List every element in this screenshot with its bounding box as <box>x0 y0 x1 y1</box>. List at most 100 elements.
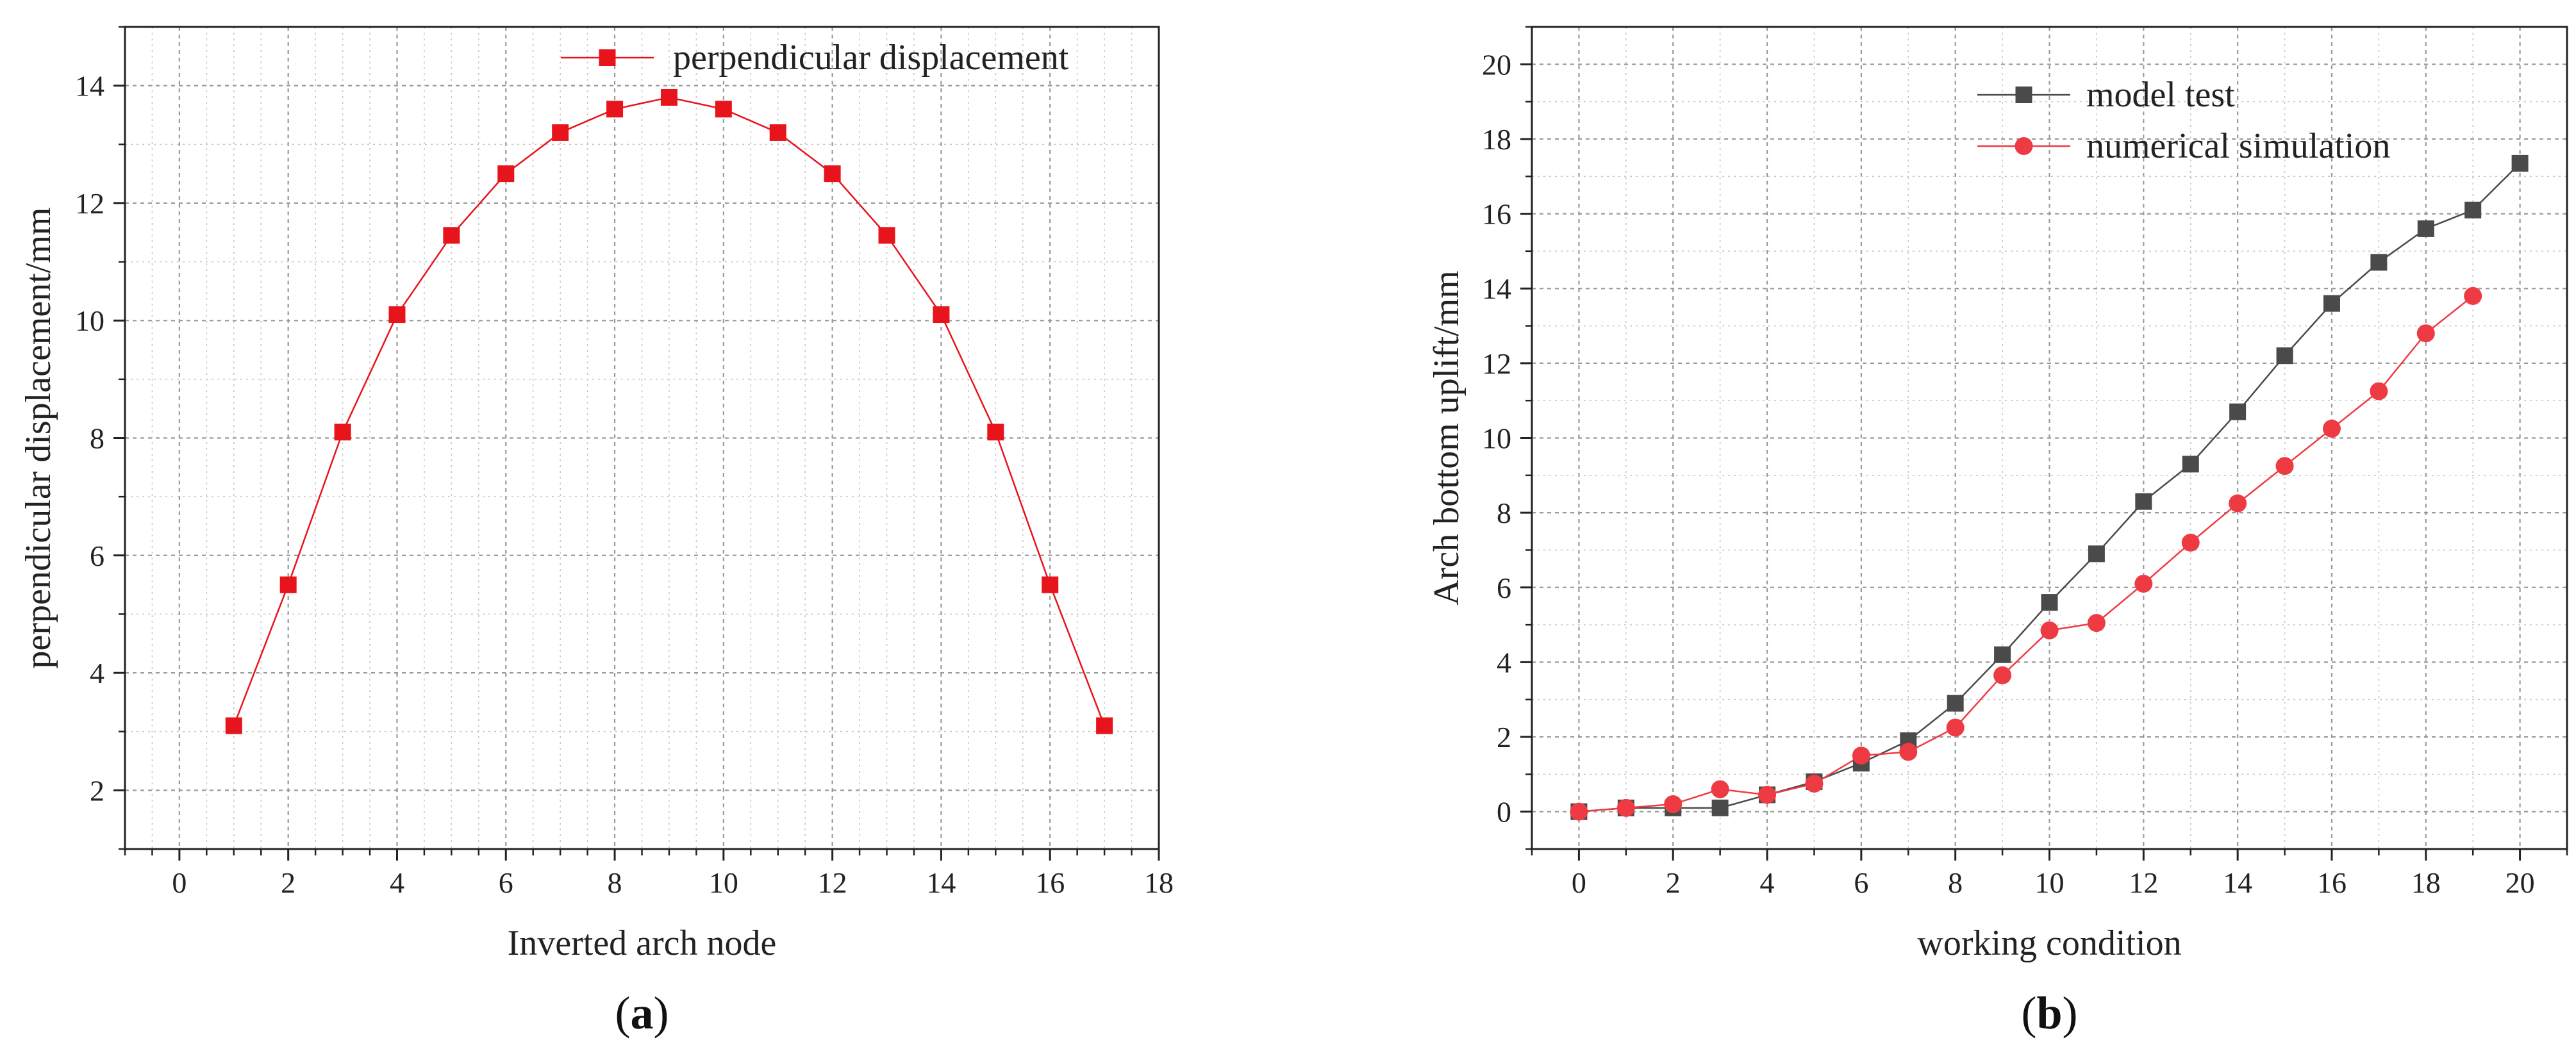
chart-a-legend: perpendicular displacement <box>561 38 1069 78</box>
y-tick-label: 12 <box>1482 347 1511 380</box>
data-point-numerical-simulation <box>1993 666 2012 684</box>
y-tick-label: 2 <box>1497 721 1511 754</box>
chart-b-grid <box>1531 26 2568 850</box>
data-point-numerical-simulation <box>2229 494 2247 513</box>
x-tick-label: 4 <box>390 866 404 899</box>
x-tick-label: 8 <box>1948 866 1963 899</box>
data-point-numerical-simulation <box>2275 457 2294 475</box>
x-tick-label: 10 <box>709 866 738 899</box>
data-point-perpendicular-displacement <box>1096 717 1113 734</box>
chart-panel-a: 0 2 4 6 8 10 12 14 16 18 2 4 6 8 10 12 14 perpendicular … <box>19 26 1174 1039</box>
data-point-perpendicular-displacement <box>1042 576 1059 593</box>
x-tick-label: 12 <box>818 866 847 899</box>
panel-label-a-letter: a <box>631 987 654 1039</box>
chart-a-ticks: 0 2 4 6 8 10 12 14 16 18 2 4 6 8 10 12 14 <box>75 26 1174 899</box>
chart-a-x-axis-title: Inverted arch node <box>508 923 777 963</box>
data-point-perpendicular-displacement <box>443 227 460 244</box>
chart-b-legend: model test numerical simulation <box>1977 75 2390 166</box>
x-tick-label: 16 <box>1035 866 1065 899</box>
y-tick-label: 10 <box>1482 422 1511 455</box>
data-point-model-test <box>1947 695 1964 712</box>
data-point-numerical-simulation <box>1805 774 1824 793</box>
data-point-perpendicular-displacement <box>497 165 515 183</box>
y-tick-label: 14 <box>75 70 104 103</box>
data-point-numerical-simulation <box>2181 533 2200 552</box>
data-point-model-test <box>2276 347 2293 365</box>
chart-a-y-axis-title: perpendicular displacement/mm <box>19 208 58 669</box>
data-point-perpendicular-displacement <box>987 424 1004 441</box>
y-tick-label: 18 <box>1482 123 1511 156</box>
x-tick-label: 14 <box>926 866 956 899</box>
y-tick-label: 20 <box>1482 48 1511 81</box>
data-point-perpendicular-displacement <box>824 165 841 183</box>
data-point-model-test <box>2370 254 2388 271</box>
panel-label-b-letter: b <box>2036 987 2062 1039</box>
panel-label-b-open: ( <box>2021 987 2036 1039</box>
y-tick-label: 14 <box>1482 272 1511 305</box>
x-tick-label: 2 <box>281 866 295 899</box>
data-point-perpendicular-displacement <box>225 717 242 734</box>
chart-b-markers <box>1570 154 2529 821</box>
data-point-model-test <box>2464 201 2482 219</box>
chart-a-grid <box>124 26 1160 850</box>
data-point-numerical-simulation <box>2322 419 2341 438</box>
data-point-numerical-simulation <box>2087 614 2106 632</box>
y-tick-label: 10 <box>75 304 104 337</box>
x-tick-label: 0 <box>172 866 187 899</box>
data-point-perpendicular-displacement <box>933 306 950 324</box>
data-point-perpendicular-displacement <box>606 101 624 118</box>
panel-label-b: (b) <box>2021 987 2077 1039</box>
y-tick-label: 6 <box>90 540 104 572</box>
panel-label-a-open: ( <box>615 987 631 1039</box>
y-tick-label: 8 <box>90 422 104 455</box>
data-point-numerical-simulation <box>2134 574 2153 593</box>
data-point-numerical-simulation <box>1570 802 1588 821</box>
data-point-model-test <box>1711 799 1729 816</box>
x-tick-label: 2 <box>1666 866 1681 899</box>
chart-panel-b: 0 2 4 6 8 10 12 14 16 18 20 0 2 4 6 8 10 12 14 16 18 20 model… <box>1427 26 2568 1039</box>
data-point-perpendicular-displacement <box>660 88 677 106</box>
data-point-model-test <box>2323 295 2340 312</box>
x-tick-label: 6 <box>499 866 513 899</box>
data-point-model-test <box>2511 154 2529 172</box>
chart-a-markers <box>225 88 1113 734</box>
data-point-numerical-simulation <box>1711 780 1729 798</box>
panel-label-b-close: ) <box>2063 987 2078 1039</box>
x-tick-label: 10 <box>2035 866 2065 899</box>
y-tick-label: 16 <box>1482 198 1511 231</box>
data-point-model-test <box>2182 456 2199 473</box>
data-point-model-test <box>2088 545 2105 563</box>
data-point-model-test <box>2041 594 2058 611</box>
data-point-model-test <box>2417 220 2434 237</box>
legend-marker <box>599 49 616 66</box>
data-point-numerical-simulation <box>2416 324 2435 343</box>
data-point-model-test <box>1994 646 2011 663</box>
data-point-perpendicular-displacement <box>878 227 895 244</box>
data-point-numerical-simulation <box>1616 798 1635 817</box>
data-point-numerical-simulation <box>2370 382 2388 400</box>
legend-label: perpendicular displacement <box>673 38 1069 78</box>
y-tick-label: 8 <box>1497 497 1511 529</box>
data-point-numerical-simulation <box>2040 621 2059 639</box>
chart-b-ticks: 0 2 4 6 8 10 12 14 16 18 20 0 2 4 6 8 10 12 14 16 18 20 <box>1482 26 2568 899</box>
x-tick-label: 0 <box>1572 866 1586 899</box>
x-tick-label: 20 <box>2505 866 2535 899</box>
y-tick-label: 12 <box>75 187 104 220</box>
x-tick-label: 8 <box>608 866 622 899</box>
data-point-numerical-simulation <box>1899 743 1918 761</box>
chart-b-y-axis-title: Arch bottom uplift/mm <box>1427 270 1467 606</box>
data-point-perpendicular-displacement <box>279 576 297 593</box>
y-tick-label: 4 <box>90 657 104 689</box>
data-point-numerical-simulation <box>1758 786 1777 804</box>
data-point-perpendicular-displacement <box>334 424 351 441</box>
x-tick-label: 18 <box>2411 866 2441 899</box>
x-tick-label: 18 <box>1144 866 1174 899</box>
data-point-numerical-simulation <box>1852 747 1870 765</box>
data-point-perpendicular-displacement <box>552 124 569 141</box>
y-tick-label: 2 <box>90 774 104 807</box>
y-tick-label: 0 <box>1497 796 1511 829</box>
data-point-model-test <box>2229 403 2247 420</box>
panel-label-a: (a) <box>615 987 669 1039</box>
